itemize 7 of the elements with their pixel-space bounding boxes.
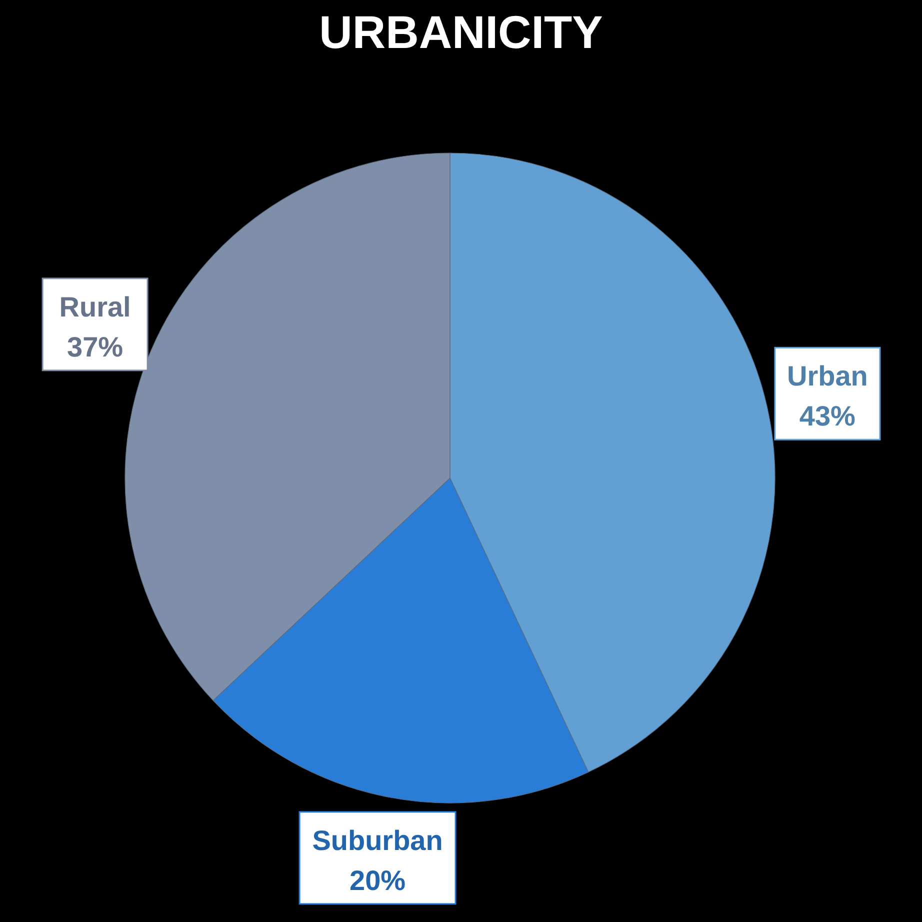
slice-label: Rural bbox=[59, 291, 131, 322]
data-label: 20% bbox=[350, 864, 406, 896]
data-label: 37% bbox=[67, 331, 124, 362]
chart-title: URBANICITY bbox=[319, 6, 603, 58]
data-label: 43% bbox=[799, 400, 856, 432]
slice-label: Suburban bbox=[312, 824, 443, 856]
slice-label: Urban bbox=[786, 360, 868, 392]
